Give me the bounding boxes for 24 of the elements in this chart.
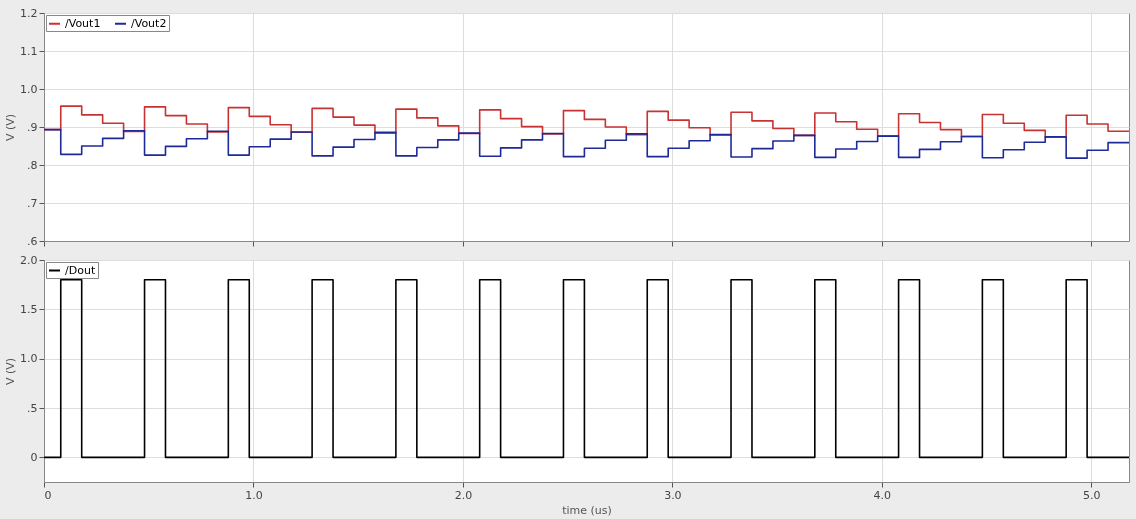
x-tick-label: 4.0 (873, 488, 892, 502)
y-axis-title: V (V) (4, 113, 18, 142)
legend-label: /Dout (65, 263, 96, 277)
y-tick-label: .7 (27, 196, 38, 210)
y-tick-label: 2.0 (20, 253, 38, 267)
y-tick-label: 0 (30, 450, 38, 464)
y-tick-label: 1.0 (20, 352, 38, 366)
y-tick-label: .9 (27, 120, 38, 134)
y-tick-label: 1.5 (20, 302, 38, 316)
y-tick-label: 1.0 (20, 82, 38, 96)
x-tick-label: 2.0 (454, 488, 473, 502)
x-tick-label: 3.0 (664, 488, 682, 502)
legend-label: /Vout1 (65, 16, 101, 30)
y-tick-label: .5 (27, 401, 38, 415)
x-tick-label: 5.0 (1083, 488, 1101, 502)
y-tick-label: 1.2 (20, 6, 38, 20)
y-tick-label: .8 (27, 158, 38, 172)
y-tick-label: 1.1 (20, 44, 38, 58)
y-axis-title: V (V) (4, 357, 18, 386)
y-tick-label: .6 (27, 234, 38, 248)
x-axis-title: time (us) (562, 503, 612, 517)
x-tick-label: 0 (44, 488, 52, 502)
legend-label: /Vout2 (131, 16, 167, 30)
x-tick-label: 1.0 (245, 488, 263, 502)
